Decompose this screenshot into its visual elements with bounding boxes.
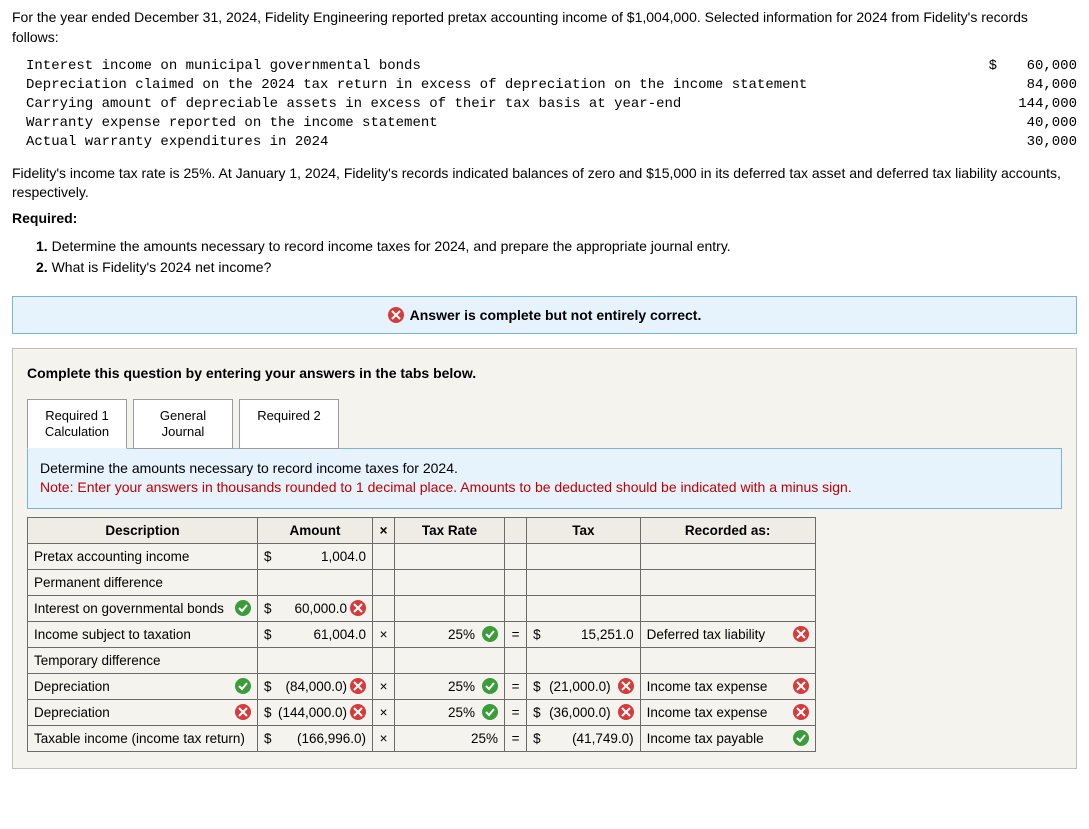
recorded-as[interactable]: Income tax payable xyxy=(647,731,786,746)
data-list: Interest income on municipal governmenta… xyxy=(26,57,1077,151)
tax-rate: 25% xyxy=(401,679,475,694)
amount-value[interactable]: 61,004.0 xyxy=(278,627,366,642)
row-description: Depreciation xyxy=(34,705,231,720)
amount-value[interactable]: (166,996.0) xyxy=(278,731,366,746)
table-row: Depreciation$(84,000.0)×25%=$(21,000.0)I… xyxy=(28,673,816,699)
x-icon xyxy=(793,678,809,694)
x-icon xyxy=(235,704,251,720)
table-row: Depreciation$(144,000.0)×25%=$(36,000.0)… xyxy=(28,699,816,725)
amount-value[interactable]: 1,004.0 xyxy=(278,549,366,564)
requirements-list: 1. Determine the amounts necessary to re… xyxy=(36,236,1077,278)
tax-value: (36,000.0) xyxy=(549,705,611,720)
amount-value[interactable]: 60,000.0 xyxy=(278,601,347,616)
row-description: Interest on governmental bonds xyxy=(34,601,231,616)
row-description: Income subject to taxation xyxy=(34,627,251,642)
x-icon xyxy=(618,678,634,694)
calculation-table: DescriptionAmount×Tax RateTaxRecorded as… xyxy=(27,517,816,752)
amount-value[interactable]: (84,000.0) xyxy=(278,679,347,694)
recorded-as[interactable]: Income tax expense xyxy=(647,705,786,720)
x-icon xyxy=(388,307,404,323)
x-icon xyxy=(350,704,366,720)
table-row: Pretax accounting income$1,004.0 xyxy=(28,543,816,569)
tax-rate: 25% xyxy=(401,731,498,746)
instruction-line: Determine the amounts necessary to recor… xyxy=(40,459,1049,479)
tab-required-2[interactable]: Required 2 xyxy=(239,399,339,448)
tax-value: (41,749.0) xyxy=(549,731,634,746)
tax-rate: 25% xyxy=(401,627,475,642)
row-description: Pretax accounting income xyxy=(34,549,251,564)
row-description: Temporary difference xyxy=(34,653,251,668)
question-section: Complete this question by entering your … xyxy=(12,348,1077,768)
table-row: Temporary difference xyxy=(28,647,816,673)
recorded-as[interactable]: Income tax expense xyxy=(647,679,786,694)
table-row: Income subject to taxation$61,004.0×25%=… xyxy=(28,621,816,647)
section-prompt: Complete this question by entering your … xyxy=(27,365,1062,381)
check-icon xyxy=(793,730,809,746)
amount-value[interactable]: (144,000.0) xyxy=(278,705,347,720)
recorded-as[interactable]: Deferred tax liability xyxy=(647,627,786,642)
row-description: Depreciation xyxy=(34,679,231,694)
instruction-note: Note: Enter your answers in thousands ro… xyxy=(40,478,1049,498)
row-description: Taxable income (income tax return) xyxy=(34,731,251,746)
tax-value: (21,000.0) xyxy=(549,679,611,694)
table-row: Taxable income (income tax return)$(166,… xyxy=(28,725,816,751)
tab-general-journal[interactable]: GeneralJournal xyxy=(133,399,233,448)
check-icon xyxy=(235,678,251,694)
table-row: Interest on governmental bonds$60,000.0 xyxy=(28,595,816,621)
banner-text: Answer is complete but not entirely corr… xyxy=(410,307,702,323)
x-icon xyxy=(350,600,366,616)
status-banner: Answer is complete but not entirely corr… xyxy=(12,296,1077,334)
x-icon xyxy=(793,704,809,720)
tab-required-1-calculation[interactable]: Required 1Calculation xyxy=(27,399,127,448)
tab-bar: Required 1CalculationGeneralJournalRequi… xyxy=(27,399,1062,448)
check-icon xyxy=(482,704,498,720)
check-icon xyxy=(482,626,498,642)
required-label: Required: xyxy=(12,209,1077,229)
check-icon xyxy=(482,678,498,694)
instruction-box: Determine the amounts necessary to recor… xyxy=(27,448,1062,509)
check-icon xyxy=(235,600,251,616)
x-icon xyxy=(793,626,809,642)
row-description: Permanent difference xyxy=(34,575,251,590)
table-row: Permanent difference xyxy=(28,569,816,595)
context-paragraph: Fidelity's income tax rate is 25%. At Ja… xyxy=(12,164,1077,203)
x-icon xyxy=(618,704,634,720)
x-icon xyxy=(350,678,366,694)
tax-rate: 25% xyxy=(401,705,475,720)
tax-value: 15,251.0 xyxy=(549,627,634,642)
intro-paragraph: For the year ended December 31, 2024, Fi… xyxy=(12,8,1077,47)
